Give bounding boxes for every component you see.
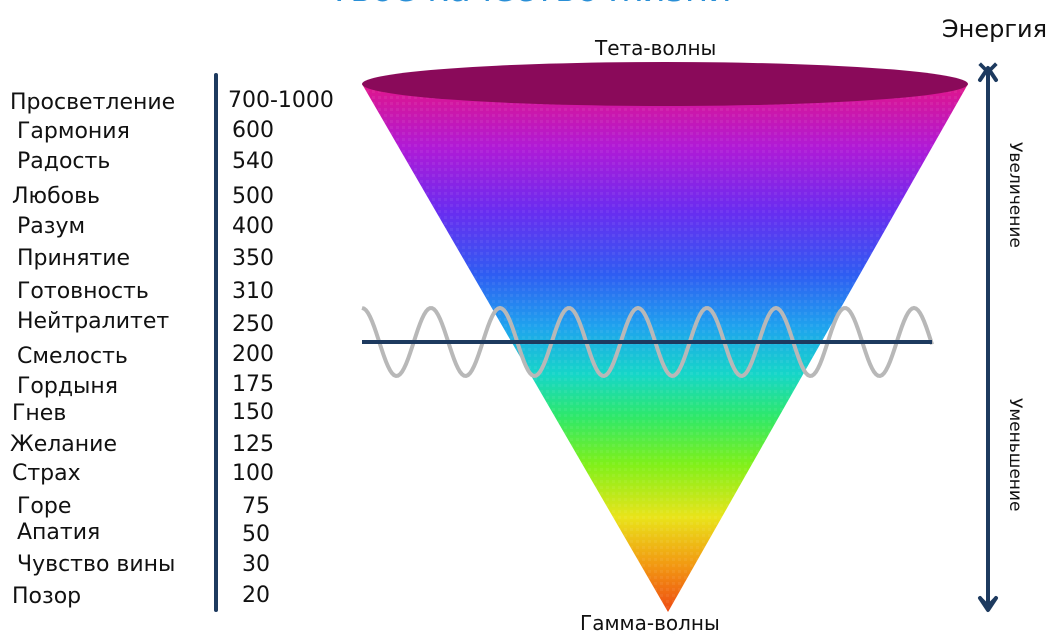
- level-name: Гнев: [12, 401, 67, 426]
- level-value: 540: [232, 149, 274, 174]
- level-name: Апатия: [17, 520, 101, 545]
- level-value: 310: [232, 279, 274, 304]
- arrow-up-head: [978, 66, 998, 82]
- level-value: 500: [232, 184, 274, 209]
- level-name: Гармония: [17, 119, 130, 144]
- level-value: 20: [242, 583, 270, 608]
- cone-top-ellipse: [362, 62, 968, 106]
- level-name: Гордыня: [17, 374, 119, 399]
- energy-increase-label: Увеличение: [1005, 142, 1025, 248]
- theta-waves-label: Тета-волны: [595, 36, 717, 60]
- level-name: Желание: [10, 432, 117, 457]
- level-name: Нейтралитет: [17, 309, 170, 334]
- level-value: 75: [242, 494, 270, 519]
- oscillation-wave: [361, 305, 934, 379]
- level-value: 150: [232, 400, 274, 425]
- level-value: 50: [242, 522, 270, 547]
- level-name: Радость: [17, 149, 111, 174]
- arrow-down-head: [978, 596, 998, 612]
- energy-cone-texture: [362, 84, 968, 612]
- level-name: Разум: [17, 214, 86, 239]
- level-name: Чувство вины: [17, 552, 176, 577]
- level-name: Просветление: [10, 90, 176, 115]
- gamma-waves-label: Гамма-волны: [580, 611, 720, 635]
- level-name: Позор: [12, 584, 82, 609]
- energy-title: Энергия: [941, 15, 1047, 43]
- level-name: Горе: [17, 494, 72, 519]
- level-name: Принятие: [17, 246, 131, 271]
- level-name: Любовь: [12, 184, 101, 209]
- level-value: 30: [242, 552, 270, 577]
- level-value: 600: [232, 118, 274, 143]
- level-value: 400: [232, 214, 274, 239]
- level-name: Смелость: [17, 344, 128, 369]
- level-value: 250: [232, 312, 274, 337]
- level-value: 200: [232, 342, 274, 367]
- energy-decrease-label: Уменьшение: [1005, 398, 1025, 512]
- level-value: 700-1000: [228, 88, 334, 113]
- level-value: 100: [232, 461, 274, 486]
- level-value: 125: [232, 432, 274, 457]
- level-value: 350: [232, 246, 274, 271]
- page-title: Твое качество жизни: [230, 0, 830, 8]
- level-name: Готовность: [17, 279, 149, 304]
- level-name: Страх: [12, 461, 81, 486]
- level-value: 175: [232, 372, 274, 397]
